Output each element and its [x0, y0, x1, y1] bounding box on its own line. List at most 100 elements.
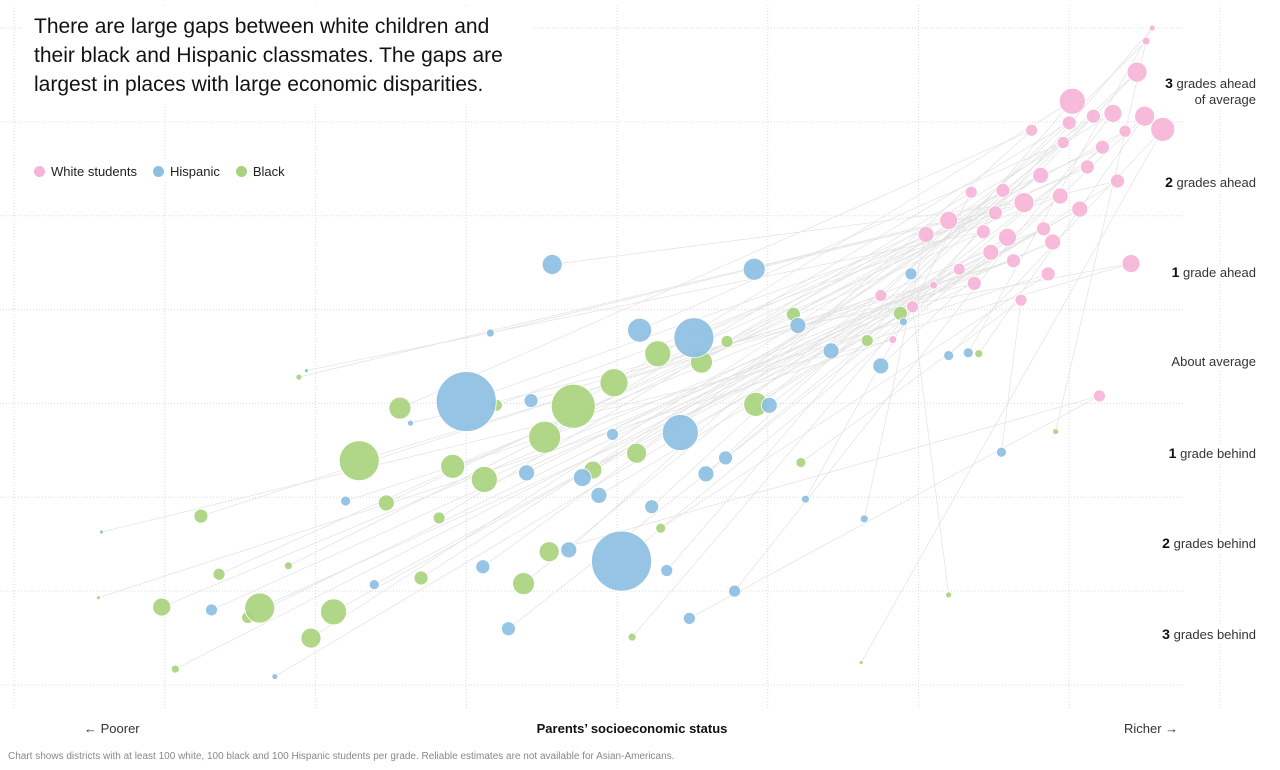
district-connector-line [701, 113, 1114, 363]
bubble-hispanic [523, 393, 539, 409]
y-label-text: About average [1171, 354, 1256, 369]
bubble-black [283, 561, 293, 571]
legend-label-white: White students [51, 164, 137, 179]
district-connector-line [274, 268, 960, 677]
bubble-hispanic [962, 347, 974, 359]
bubble-white [906, 300, 919, 314]
bubble-black [512, 572, 535, 596]
district-connector-line [726, 234, 927, 342]
bubble-white [1071, 200, 1089, 218]
bubble-white [1150, 116, 1176, 142]
bubble-white [1006, 253, 1021, 269]
bubble-white [1141, 36, 1151, 46]
bubble-black [720, 335, 734, 348]
bubble-hispanic [728, 584, 741, 598]
bubble-white [952, 262, 966, 276]
bubble-black [440, 453, 466, 479]
district-connector-line [98, 339, 893, 599]
bubble-black [599, 368, 629, 398]
bubble-white [1058, 87, 1086, 115]
bubble-hispanic [742, 257, 766, 281]
bubble-black [626, 442, 647, 464]
y-label-text: grade behind [1180, 446, 1256, 461]
bubble-hispanic [627, 317, 653, 343]
bubble-white [982, 243, 1000, 261]
bubble-white [939, 211, 959, 230]
bubble-black [858, 660, 864, 665]
bubble-black [300, 627, 322, 649]
bubble-black [550, 383, 596, 429]
legend: White students Hispanic Black [34, 163, 289, 180]
bubble-white [888, 335, 898, 345]
district-connector-line [399, 129, 1032, 409]
bubble-hispanic [475, 559, 491, 575]
district-connector-line [568, 130, 1032, 551]
bubble-hispanic [660, 564, 674, 577]
bubble-black [413, 570, 429, 586]
district-connector-line [259, 282, 975, 609]
y-label-number: 2 [1162, 535, 1170, 551]
bubble-hispanic [590, 487, 608, 504]
bubble-hispanic [99, 529, 104, 535]
y-label-text: grades ahead of average [1176, 76, 1256, 107]
bubble-hispanic [718, 450, 733, 466]
bubble-white [1051, 187, 1069, 205]
chart-headline: There are large gaps between white child… [24, 8, 534, 107]
bubble-white [1032, 166, 1050, 184]
bubble-black [244, 592, 276, 624]
legend-swatch-hispanic [153, 166, 164, 177]
bubble-white [1121, 254, 1141, 273]
y-label-2-behind: 2 grades behind [1160, 535, 1256, 552]
bubble-hispanic [501, 621, 516, 637]
district-connector-line [800, 299, 1022, 463]
bubble-white [1013, 192, 1035, 213]
bubble-hispanic [606, 428, 619, 441]
bubble-hispanic [518, 464, 535, 482]
district-connector-line [200, 295, 881, 517]
y-label-text: grades ahead [1176, 175, 1256, 190]
bubble-white [929, 280, 938, 290]
bubble-black [795, 457, 807, 468]
district-connector-line [797, 263, 1132, 326]
bubble-black [945, 591, 953, 599]
bubble-hispanic [822, 342, 840, 360]
district-connector-line [484, 241, 1053, 480]
bubble-white [1061, 115, 1077, 131]
bubble-white [1110, 173, 1125, 189]
bubble-white [1095, 139, 1110, 155]
bubble-black [655, 522, 667, 534]
bubble-hispanic [760, 396, 778, 414]
district-connector-line [631, 27, 1153, 638]
district-connector-line [867, 263, 1132, 341]
x-axis-label-richer: Richer → [1124, 721, 1179, 736]
district-connector-line [660, 273, 1049, 529]
y-label-1-ahead: 1 grade ahead [1160, 264, 1256, 281]
y-label-2-ahead: 2 grades ahead [1160, 174, 1256, 191]
bubble-black [470, 466, 498, 493]
bubble-white [964, 185, 978, 199]
bubble-hispanic [682, 611, 696, 625]
bubble-black [96, 595, 101, 601]
bubble-hispanic [271, 673, 279, 680]
bubble-hispanic [304, 368, 309, 373]
district-connector-line [860, 129, 1164, 663]
district-connector-line [598, 228, 1044, 496]
district-connector-line [863, 234, 927, 519]
bubble-hispanic [368, 579, 380, 590]
district-connector-line [1001, 300, 1022, 453]
district-connector-line [496, 195, 1061, 406]
district-connector-line [549, 395, 1100, 553]
legend-swatch-black [235, 166, 247, 177]
district-connector-line [830, 71, 1138, 352]
bubble-hispanic [789, 317, 807, 334]
district-connector-line [544, 122, 1070, 438]
bubble-white [1040, 266, 1056, 282]
bubble-white [1085, 108, 1101, 124]
bubble-black [295, 373, 303, 381]
x-axis-label-poorer: ← Poorer [84, 721, 140, 736]
district-connector-line [298, 220, 949, 378]
y-label-number: 1 [1171, 264, 1180, 280]
bubble-black [377, 494, 395, 512]
district-connector-line [755, 180, 1118, 405]
bubble-black [170, 664, 180, 674]
